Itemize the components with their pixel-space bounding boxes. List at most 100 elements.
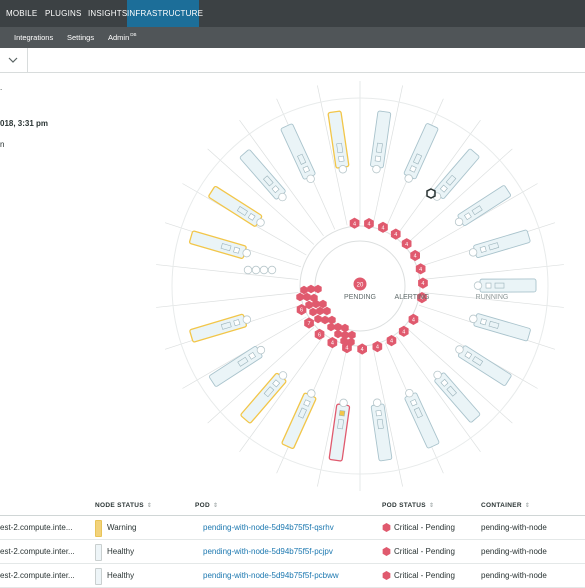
pending-pod-hex[interactable]: [348, 330, 356, 340]
node-card[interactable]: [240, 372, 287, 424]
container-circle[interactable]: [404, 174, 413, 183]
node-card[interactable]: [327, 110, 350, 169]
critical-hex[interactable]: 6: [296, 304, 307, 316]
pending-pod-hex[interactable]: [334, 329, 342, 339]
table-row[interactable]: est-2.compute.inte... Warning pending-wi…: [0, 516, 585, 540]
tab-insights[interactable]: INSIGHTS: [88, 9, 128, 18]
critical-hex[interactable]: 4: [401, 238, 412, 250]
pending-pod-hex[interactable]: [327, 322, 335, 332]
container-circle[interactable]: [405, 388, 414, 398]
container-circle[interactable]: [339, 398, 348, 408]
critical-hex[interactable]: 4: [357, 343, 367, 355]
subnav-settings[interactable]: Settings: [67, 33, 95, 42]
pod-link[interactable]: pending-with-node-5d94b75f5f-pcjpv: [203, 547, 333, 556]
node-card[interactable]: [479, 278, 537, 293]
container-circle[interactable]: [455, 345, 464, 354]
container-circle[interactable]: [468, 248, 478, 257]
container-circle[interactable]: [278, 192, 287, 202]
container-circle[interactable]: [242, 248, 251, 258]
critical-hex[interactable]: 4: [417, 292, 427, 304]
col-header-container[interactable]: CONTAINER ⇕: [481, 502, 531, 509]
pod-link[interactable]: pending-with-node-5d94b75f5f-pcbww: [203, 571, 339, 580]
node-card[interactable]: [404, 392, 440, 449]
container-circle[interactable]: [278, 371, 288, 380]
pending-pod-hex[interactable]: [340, 336, 348, 346]
pending-pod-hex[interactable]: [300, 285, 308, 295]
container-circle[interactable]: [372, 398, 382, 407]
critical-hex[interactable]: 4: [398, 325, 409, 337]
container-circle[interactable]: [372, 164, 381, 174]
pending-pod-hex[interactable]: [309, 307, 317, 317]
critical-hex[interactable]: 7: [304, 317, 314, 329]
subnav-integrations[interactable]: Integrations: [14, 33, 54, 42]
critical-hex[interactable]: 4: [408, 313, 419, 325]
filter-dropdown[interactable]: [0, 48, 28, 72]
node-card[interactable]: [208, 185, 263, 227]
tab-plugins[interactable]: PLUGINS: [45, 9, 82, 18]
table-row[interactable]: est-2.compute.inter... Healthy pending-w…: [0, 564, 585, 588]
node-card[interactable]: [328, 403, 351, 462]
container-circle[interactable]: [433, 370, 442, 380]
node-card[interactable]: [370, 403, 393, 462]
container-circle[interactable]: [473, 281, 483, 290]
selected-node-hex[interactable]: [426, 188, 436, 199]
col-header-node-status[interactable]: NODE STATUS ⇕: [95, 502, 153, 509]
container-circle[interactable]: [267, 265, 277, 275]
center-pending-hex[interactable]: 20: [353, 277, 367, 291]
container-circle[interactable]: [338, 165, 348, 174]
pending-pod-hex[interactable]: [316, 306, 324, 316]
container-circle[interactable]: [454, 217, 464, 227]
pending-pod-hex[interactable]: [312, 299, 320, 309]
node-card[interactable]: [189, 313, 247, 343]
node-card[interactable]: [457, 185, 511, 226]
pending-pod-hex[interactable]: [341, 323, 349, 333]
node-card[interactable]: [188, 230, 247, 259]
pending-pod-hex[interactable]: [319, 299, 327, 309]
critical-hex[interactable]: 4: [410, 249, 420, 262]
critical-hex[interactable]: 4: [415, 263, 426, 275]
node-card[interactable]: [473, 313, 531, 342]
container-circle[interactable]: [256, 218, 265, 227]
pending-pod-hex[interactable]: [321, 315, 329, 325]
critical-hex[interactable]: 4: [386, 335, 397, 347]
tab-mobile[interactable]: MOBILE: [6, 9, 38, 18]
node-card[interactable]: [433, 148, 480, 199]
node-card[interactable]: [473, 229, 531, 259]
pending-pod-hex[interactable]: [328, 315, 336, 325]
pending-pod-hex[interactable]: [296, 292, 304, 302]
col-header-pod-status[interactable]: POD STATUS ⇕: [382, 502, 435, 509]
pending-pod-hex[interactable]: [305, 300, 313, 310]
pending-pod-hex[interactable]: [314, 314, 322, 324]
critical-hex[interactable]: 4: [364, 218, 374, 230]
node-card[interactable]: [281, 392, 317, 450]
container-circle[interactable]: [469, 314, 478, 324]
critical-hex[interactable]: 4: [349, 217, 360, 229]
pending-pod-hex[interactable]: [303, 292, 311, 302]
critical-hex[interactable]: 4: [418, 277, 428, 289]
container-circle[interactable]: [251, 265, 261, 275]
container-circle[interactable]: [243, 265, 253, 275]
critical-hex[interactable]: 4: [390, 228, 401, 240]
pending-pod-hex[interactable]: [341, 330, 349, 340]
critical-hex[interactable]: 4: [378, 221, 388, 233]
pending-pod-hex[interactable]: [307, 284, 315, 294]
critical-hex[interactable]: 6: [314, 328, 325, 340]
container-circle[interactable]: [256, 345, 266, 355]
node-card[interactable]: [457, 345, 512, 386]
node-card[interactable]: [280, 123, 316, 180]
container-circle[interactable]: [259, 265, 269, 275]
pending-pod-hex[interactable]: [314, 284, 322, 294]
table-row[interactable]: est-2.compute.inter... Healthy pending-w…: [0, 540, 585, 564]
pending-pod-hex[interactable]: [334, 322, 342, 332]
critical-hex[interactable]: 4: [372, 341, 383, 353]
pod-link[interactable]: pending-with-node-5d94b75f5f-qsrhv: [203, 523, 334, 532]
container-circle[interactable]: [307, 389, 316, 398]
col-header-pod[interactable]: POD ⇕: [195, 502, 219, 509]
node-card[interactable]: [370, 110, 392, 169]
pending-pod-hex[interactable]: [347, 337, 355, 347]
container-circle[interactable]: [306, 174, 315, 184]
tab-infrastructure[interactable]: INFRASTRUCTURE: [127, 0, 203, 27]
critical-hex[interactable]: 4: [327, 337, 338, 349]
container-circle[interactable]: [242, 315, 252, 324]
pending-pod-hex[interactable]: [323, 306, 331, 316]
